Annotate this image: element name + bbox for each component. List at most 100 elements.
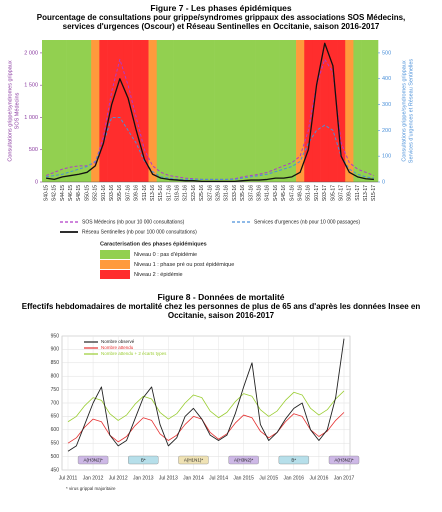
x-tick-label: S09-17: [347, 185, 353, 201]
x-tick-label: S42-15: [52, 185, 58, 201]
phase-band: [320, 40, 330, 182]
phase-band: [181, 40, 190, 182]
phase-band: [328, 40, 338, 182]
phase-band: [337, 40, 346, 182]
series-line: [45, 58, 375, 180]
legend-label: Réseau Sentinelles (nb pour 100 000 cons…: [82, 229, 197, 235]
x-tick-label: S15-17: [371, 185, 377, 201]
x-tick-label: Jul 2013: [159, 475, 178, 481]
phase-band: [58, 40, 67, 182]
legend-label: Niveau 0 : pas d'épidémie: [134, 252, 197, 258]
y-tick-label: 500: [51, 454, 60, 460]
x-tick-label: S03-16: [109, 185, 115, 201]
annotation-label: B*: [291, 457, 296, 462]
x-tick-label: S37-16: [248, 185, 254, 201]
y-tick-label: 0: [35, 179, 38, 185]
legend-swatch: [100, 270, 130, 279]
phase-band: [214, 40, 223, 182]
x-tick-label: S17-16: [166, 185, 172, 201]
y-tick-label: 1 500: [24, 83, 38, 89]
x-tick-label: S05-16: [117, 185, 123, 201]
annotation-box: [328, 455, 360, 465]
x-tick-label: S33-16: [232, 185, 238, 201]
y2-tick-label: 0: [382, 179, 385, 185]
annotation-box: [77, 455, 109, 465]
x-tick-label: S09-16: [134, 185, 140, 201]
footnote: * virus grippal majoritaire: [66, 486, 116, 491]
figure-title: Figure 8 - Données de mortalité: [157, 292, 285, 302]
x-tick-label: Jan 2016: [284, 475, 305, 481]
x-tick-label: S39-16: [256, 185, 262, 201]
x-tick-label: S46-15: [68, 185, 74, 201]
x-tick-label: Jan 2015: [233, 475, 254, 481]
y-tick-label: 950: [51, 333, 60, 339]
x-tick-label: S29-16: [216, 185, 222, 201]
x-tick-label: Jan 2012: [83, 475, 104, 481]
phase-band: [263, 40, 272, 182]
annotation-box: [128, 455, 159, 465]
phase-band: [164, 40, 174, 182]
legend-label: Nombre attendu: [101, 345, 134, 350]
phase-band: [197, 40, 207, 182]
x-tick-label: S07-17: [338, 185, 344, 201]
y2-tick-label: 100: [382, 154, 391, 160]
x-tick-label: S13-16: [150, 185, 156, 201]
legend-label: Services d'urgences (nb pour 10 000 pass…: [254, 219, 360, 225]
x-tick-label: S41-16: [265, 185, 271, 201]
y-tick-label: 450: [51, 467, 60, 473]
annotation-label: A(H3N2)*: [334, 457, 354, 462]
x-tick-label: S13-17: [363, 185, 369, 201]
chart: 0 500 1 000 1 500 2 000 0 100 200 300 400 500 Consu…: [7, 40, 414, 279]
x-tick-label: S48-15: [76, 185, 82, 201]
phase-band: [107, 40, 117, 182]
x-tick-label: Jul 2016: [309, 475, 328, 481]
x-tick-label: S05-17: [330, 185, 336, 201]
annotation-label: A(H1N1)*: [184, 457, 204, 462]
x-tick-label: S11-17: [355, 185, 361, 201]
figure-subtitle: Effectifs hebdomadaires de mortalité che…: [21, 302, 421, 320]
phase-band: [271, 40, 280, 182]
phase-band: [82, 40, 92, 182]
x-tick-label: S43-16: [273, 185, 279, 201]
x-tick-label: Jul 2012: [109, 475, 128, 481]
y2-axis-title: Services d'urgences et Réseau Sentinelle…: [408, 59, 414, 164]
phase-band: [66, 40, 76, 182]
x-tick-label: S11-16: [142, 185, 148, 201]
phase-band: [296, 40, 305, 182]
phase-band: [287, 40, 297, 182]
phase-band: [361, 40, 371, 182]
legend-swatch: [100, 260, 130, 269]
x-tick-label: S25-16: [199, 185, 205, 201]
x-tick-label: S51-16: [306, 185, 312, 201]
phase-band: [132, 40, 141, 182]
phase-band: [50, 40, 59, 182]
x-tick-label: S31-16: [224, 185, 230, 201]
y-tick-label: 900: [51, 347, 60, 353]
phase-band: [156, 40, 166, 182]
y-tick-label: 750: [51, 387, 60, 393]
legend-swatch: [100, 250, 130, 259]
annotation-box: [278, 455, 310, 465]
x-tick-label: Jan 2017: [334, 475, 355, 481]
phase-band: [353, 40, 362, 182]
phase-band: [312, 40, 321, 182]
x-tick-label: S07-16: [125, 185, 131, 201]
y-tick-label: 500: [29, 147, 38, 153]
x-tick-label: S35-16: [240, 185, 246, 201]
y-tick-label: 700: [51, 400, 60, 406]
legend-label: SOS Médecins (nb pour 10 000 consultatio…: [82, 219, 185, 225]
annotation-label: B*: [141, 457, 146, 462]
phase-band: [230, 40, 239, 182]
legend-title: Caracterisation des phases épidémiques: [100, 241, 207, 247]
legend-label: Niveau 2 : épidémie: [134, 272, 183, 278]
phase-band: [255, 40, 264, 182]
y-tick-label: 650: [51, 414, 60, 420]
phase-band: [246, 40, 256, 182]
phase-band: [91, 40, 100, 182]
x-tick-label: S03-17: [322, 185, 328, 201]
y-tick-label: 1 000: [24, 115, 38, 121]
y2-axis-title: Consultations grippe/syndromes grippaux: [401, 60, 407, 161]
annotation-label: A(H3N2)*: [83, 457, 103, 462]
x-tick-label: S40-15: [43, 185, 49, 201]
phase-band: [123, 40, 133, 182]
